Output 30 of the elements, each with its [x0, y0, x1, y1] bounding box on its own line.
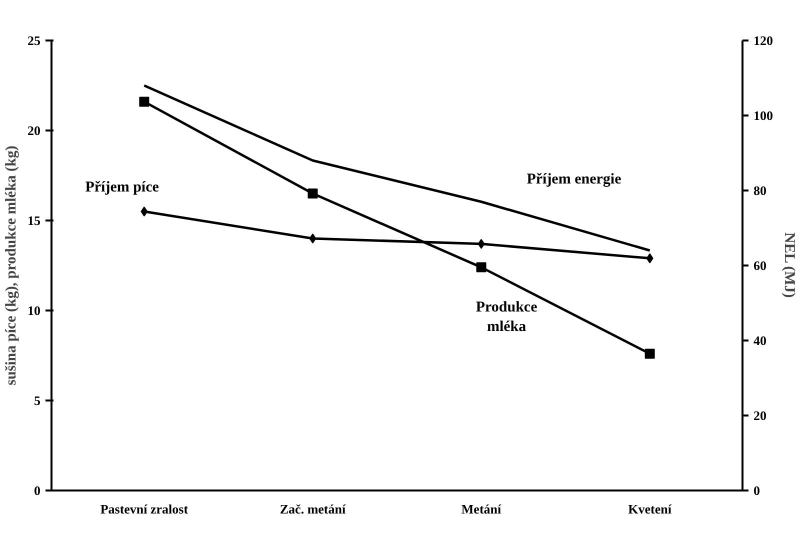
y-tick-label: 10 [28, 303, 40, 318]
point [476, 262, 486, 272]
x-tick-label: Kvetení [628, 502, 672, 516]
x-tick-label: Pastevní zralost [100, 502, 189, 516]
y-tick-label: 15 [28, 213, 41, 228]
x-tick-label: Zač. metání [280, 502, 346, 516]
y2-tick-label: 100 [754, 108, 773, 123]
point [140, 206, 148, 216]
series-label: Příjem píce [85, 179, 160, 196]
y2-tick-label: 20 [754, 408, 766, 423]
point [644, 348, 655, 359]
y2-tick-label: 120 [754, 33, 773, 48]
y-tick-label: 0 [34, 483, 40, 498]
y-tick-label: 5 [34, 393, 41, 408]
point [139, 96, 150, 107]
y2-tick-label: 60 [754, 258, 766, 273]
y-axis-title: sušina píce (kg), produkce mléka (kg) [4, 146, 20, 386]
series-label: Produkce mléka [476, 300, 538, 335]
y2-tick-label: 40 [754, 333, 766, 348]
series-label: Příjem energie [526, 171, 622, 188]
y2-axis-title: NEL (MJ) [781, 232, 797, 298]
y-tick-label: 25 [28, 33, 41, 48]
point [309, 234, 316, 244]
point [646, 253, 654, 264]
point [478, 238, 485, 249]
y2-tick-label: 80 [754, 183, 766, 198]
y2-tick-label: 0 [754, 483, 760, 498]
x-tick-label: Metání [461, 502, 502, 516]
y-tick-label: 20 [28, 123, 40, 138]
point [308, 188, 318, 198]
